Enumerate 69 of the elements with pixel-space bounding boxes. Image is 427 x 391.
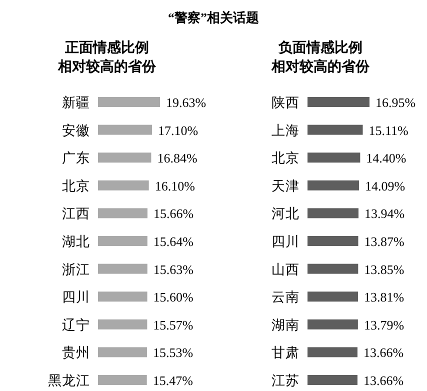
y-tick-label: 江苏 (272, 373, 300, 388)
bar (98, 208, 148, 218)
y-tick-label: 四川 (272, 234, 300, 249)
chart-subtitle: 负面情感比例相对较高的省份 (270, 40, 370, 75)
bar (308, 292, 358, 302)
bar (98, 347, 148, 358)
y-tick-label: 陕西 (272, 95, 300, 110)
y-tick-label: 北京 (272, 150, 300, 166)
bar (98, 375, 147, 385)
data-label: 13.94% (364, 206, 405, 222)
data-label: 15.66% (153, 206, 194, 222)
bar (98, 97, 160, 107)
bar (308, 208, 358, 218)
bar (98, 236, 148, 246)
y-tick-label: 黑龙江 (48, 373, 90, 388)
y-tick-label: 天津 (272, 178, 300, 194)
data-label: 15.11% (368, 122, 409, 138)
bar (308, 97, 370, 107)
data-label: 13.66% (363, 373, 404, 388)
y-tick-label: 北京 (62, 178, 90, 194)
bar (98, 152, 152, 163)
y-tick-label: 四川 (62, 290, 90, 305)
data-label: 13.87% (364, 234, 404, 249)
data-label: 17.10% (158, 122, 198, 138)
data-label: 13.66% (363, 345, 404, 360)
bar (308, 347, 358, 358)
y-tick-label: 上海 (272, 122, 300, 138)
chart-subtitle: 正面情感比例相对较高的省份 (56, 40, 157, 75)
data-label: 14.09% (365, 178, 406, 194)
y-tick-label: 湖北 (62, 234, 90, 249)
data-label: 13.81% (364, 290, 404, 305)
bar (308, 319, 358, 330)
bar (308, 124, 363, 135)
bar (98, 292, 148, 302)
y-tick-label: 安徽 (62, 122, 90, 138)
bar (308, 375, 358, 385)
y-tick-label: 湖南 (272, 317, 300, 332)
y-tick-label: 甘肃 (272, 345, 300, 360)
bar (98, 124, 152, 135)
data-label: 15.63% (153, 262, 194, 277)
data-label: 16.84% (157, 150, 198, 166)
bar (98, 180, 149, 190)
data-label: 15.60% (153, 290, 194, 305)
bar (98, 264, 148, 274)
y-tick-label: 浙江 (62, 262, 90, 277)
data-label: 13.79% (364, 317, 404, 332)
y-tick-label: 辽宁 (62, 317, 90, 332)
bar (308, 264, 358, 274)
bar (308, 152, 360, 163)
y-tick-label: 山西 (272, 262, 300, 277)
bar (308, 180, 360, 190)
data-label: 15.47% (152, 373, 194, 388)
data-label: 14.40% (366, 150, 406, 166)
data-label: 15.53% (153, 345, 194, 360)
y-tick-label: 河北 (272, 206, 300, 222)
bar (98, 319, 148, 330)
bar (308, 236, 358, 246)
data-label: 15.64% (153, 234, 194, 249)
y-tick-label: 贵州 (62, 345, 90, 360)
data-label: 13.85% (364, 262, 404, 277)
y-tick-label: 新疆 (62, 95, 90, 110)
text: “警察”相关话题 (168, 10, 259, 25)
data-label: 16.95% (376, 95, 416, 110)
data-label: 15.57% (153, 317, 194, 332)
y-tick-label: 云南 (272, 290, 300, 305)
data-label: 16.10% (154, 178, 196, 194)
y-tick-label: 广东 (62, 150, 90, 166)
y-tick-label: 江西 (62, 206, 90, 222)
data-label: 19.63% (166, 95, 206, 110)
